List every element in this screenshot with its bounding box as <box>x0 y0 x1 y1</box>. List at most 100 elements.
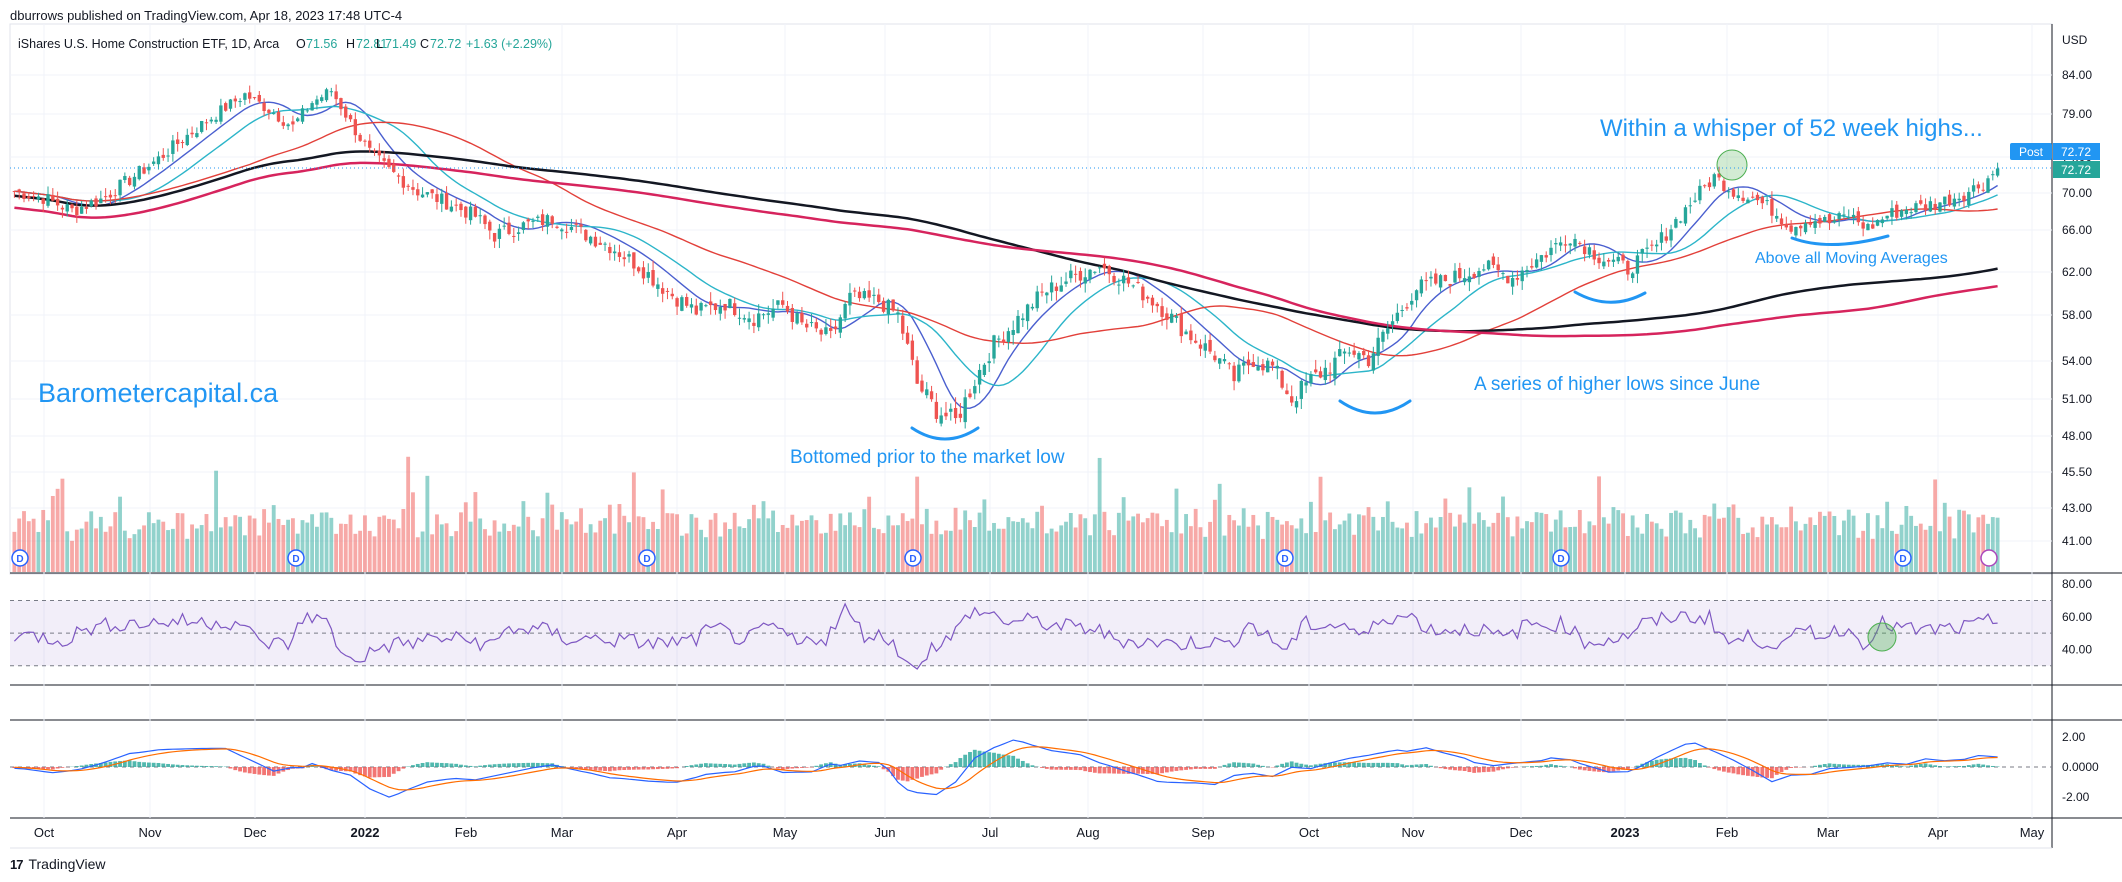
candle-body <box>1054 286 1059 291</box>
volume-bar <box>492 520 497 572</box>
volume-bar <box>675 514 679 572</box>
candle-body <box>411 187 415 190</box>
candle-body <box>1549 247 1553 256</box>
price-tick-label: 66.00 <box>2062 223 2092 237</box>
volume-bar <box>79 528 84 572</box>
volume-bar <box>896 525 900 572</box>
post-label: Post <box>2019 145 2044 159</box>
macd-hist-bar <box>641 767 646 770</box>
candle-body <box>363 140 367 142</box>
volume-bar <box>876 529 881 572</box>
macd-hist-bar <box>401 767 406 769</box>
macd-hist-bar <box>411 765 415 767</box>
macd-hist-bar <box>170 764 175 767</box>
volume-bar <box>1222 535 1227 572</box>
macd-hist-bar <box>74 766 79 767</box>
volume-bar <box>166 530 170 572</box>
candle-body <box>1256 366 1260 371</box>
volume-bar <box>1611 507 1616 572</box>
volume-bar <box>655 529 660 572</box>
candle-body <box>1462 278 1467 283</box>
volume-bar <box>617 504 622 572</box>
candle-body <box>953 407 958 419</box>
volume-bar <box>550 504 555 572</box>
brand-label: TradingView <box>28 856 106 872</box>
volume-bar <box>1678 512 1683 572</box>
macd-hist-bar <box>175 764 180 767</box>
volume-bar <box>1049 528 1054 572</box>
candle-body <box>1016 315 1020 334</box>
volume-bar <box>790 514 795 572</box>
legend-c-label: C <box>420 37 429 51</box>
volume-bar <box>824 532 828 572</box>
candle-body <box>123 176 127 180</box>
volume-bar <box>1212 499 1217 572</box>
macd-hist-bar <box>1390 762 1395 767</box>
candle-body <box>761 314 766 316</box>
macd-hist-bar <box>1453 767 1457 771</box>
macd-hist-bar <box>1054 767 1059 770</box>
volume-bar <box>1270 516 1275 572</box>
macd-hist-bar <box>1155 767 1160 775</box>
volume-bar <box>276 518 281 572</box>
macd-hist-bar <box>507 763 511 767</box>
candle-body <box>1208 339 1212 352</box>
candle-body <box>1899 210 1904 217</box>
post-label-bg <box>2010 143 2052 160</box>
volume-bar <box>1073 527 1078 572</box>
volume-bar <box>559 512 564 572</box>
candle-body <box>1962 195 1966 202</box>
volume-bar <box>65 531 70 572</box>
macd-hist-bar <box>1525 766 1529 767</box>
macd-hist-bar <box>1765 767 1770 778</box>
volume-bar <box>487 535 492 572</box>
candle-body <box>603 243 607 245</box>
candle-body <box>1539 255 1544 262</box>
volume-bar <box>1001 528 1006 572</box>
volume-bar <box>742 528 747 572</box>
candle-body <box>608 246 612 254</box>
candle-body <box>228 99 233 109</box>
volume-bar <box>1779 527 1784 572</box>
macd-hist-bar <box>1275 765 1280 767</box>
candle-body <box>598 242 602 245</box>
volume-bar <box>977 512 982 572</box>
candle-body <box>1314 369 1318 373</box>
volume-bar <box>1808 517 1813 572</box>
candle-body <box>905 332 910 344</box>
candle-body <box>1746 199 1750 204</box>
macd-hist-bar <box>1563 766 1568 767</box>
tradingview-brand[interactable]: 17 TradingView <box>10 856 106 872</box>
candle-body <box>310 103 314 111</box>
candle-body <box>584 229 588 241</box>
candle-body <box>977 369 982 385</box>
annotation-higher-lows: A series of higher lows since June <box>1474 374 1760 395</box>
volume-bar <box>1227 514 1232 572</box>
macd-hist-bar <box>1188 767 1193 770</box>
candle-body <box>1755 194 1760 201</box>
macd-hist-bar <box>1491 767 1496 772</box>
candle-body <box>1698 185 1702 201</box>
macd-hist-bar <box>1116 767 1121 774</box>
candle-body <box>473 206 478 217</box>
volume-bar <box>1890 530 1894 572</box>
volume-bar <box>300 520 305 572</box>
volume-bar <box>1496 512 1501 572</box>
macd-hist-bar <box>627 767 631 770</box>
volume-bar <box>391 519 396 572</box>
macd-hist-bar <box>1457 767 1462 771</box>
volume-bar <box>1750 527 1755 572</box>
candle-body <box>1294 401 1299 408</box>
price-tick-label: 70.00 <box>2062 186 2092 200</box>
volume-bar <box>713 513 718 572</box>
volume-bar <box>531 530 535 572</box>
macd-hist-bar <box>1160 767 1164 774</box>
candle-body <box>1376 337 1380 356</box>
tradingview-logo-icon: 17 <box>10 856 24 872</box>
candle-body <box>1424 280 1428 282</box>
candle-body <box>1438 275 1443 288</box>
candle-body <box>1587 247 1592 255</box>
volume-bar <box>852 525 857 572</box>
volume-bar <box>1938 531 1942 572</box>
